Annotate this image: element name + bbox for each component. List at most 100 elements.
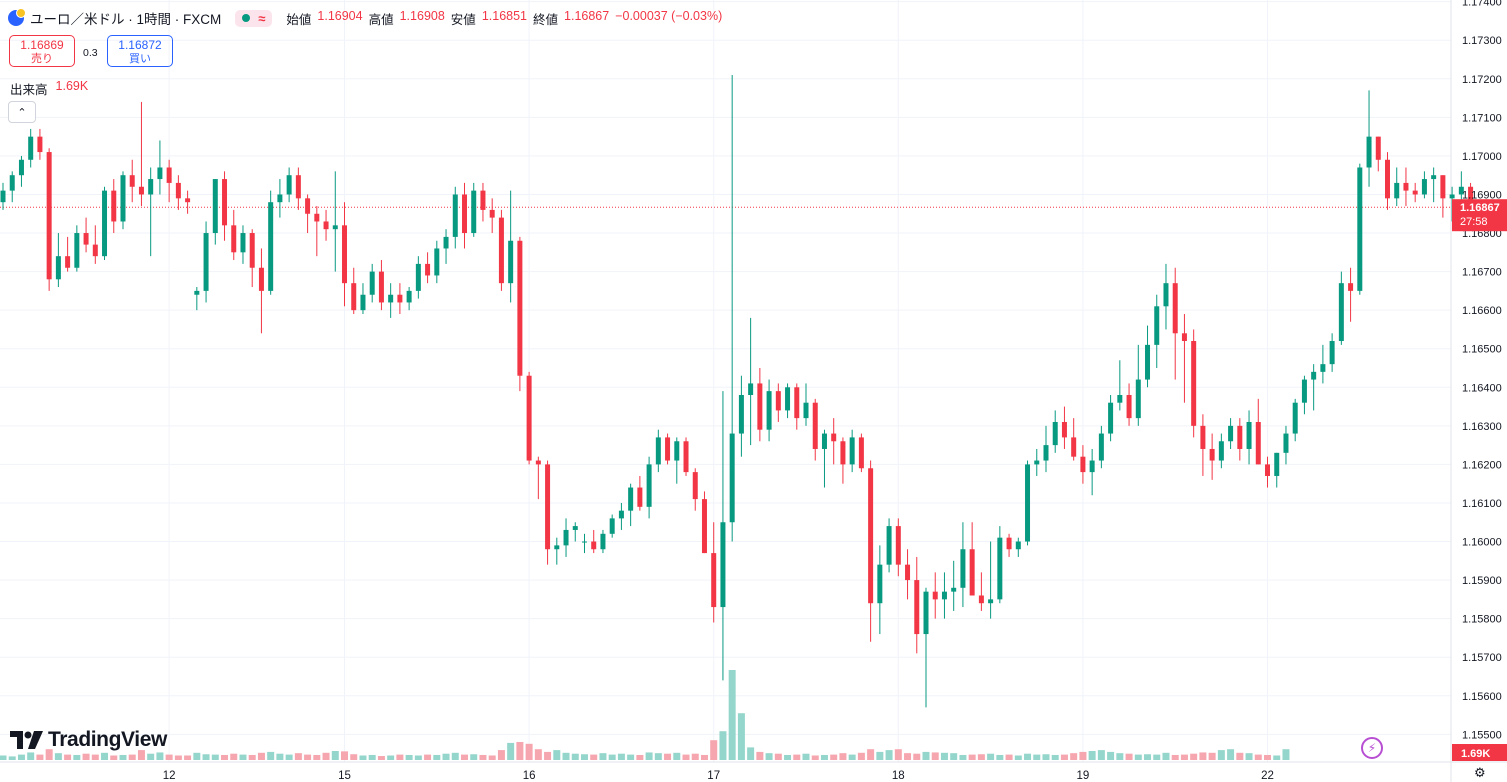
volume-bar xyxy=(1236,752,1244,760)
volume-bar xyxy=(470,754,478,760)
candle-body xyxy=(674,441,680,461)
candle xyxy=(1311,364,1317,411)
candle-body xyxy=(37,136,43,153)
volume-bar xyxy=(45,749,53,760)
candle-body xyxy=(175,182,181,199)
volume-bar xyxy=(1125,753,1133,760)
candle-body xyxy=(28,136,34,160)
tradingview-logo[interactable]: TradingView xyxy=(10,728,167,752)
candle xyxy=(665,433,671,465)
volume-bar xyxy=(820,754,828,760)
candle xyxy=(1015,537,1021,557)
candle-body xyxy=(194,290,200,295)
symbol-legend: ユーロ／米ドル · 1時間 · FXCM ≈ 始値 1.16904 高値 1.169… xyxy=(8,8,722,28)
volume-bar xyxy=(959,754,967,760)
candle-body xyxy=(9,175,15,191)
candle-body xyxy=(166,167,172,183)
volume-bar xyxy=(710,740,718,760)
volume-bar xyxy=(608,754,616,760)
volume-bar xyxy=(387,755,395,760)
buy-button[interactable]: 1.16872 買い xyxy=(107,35,173,67)
candle xyxy=(28,128,34,168)
candle xyxy=(1200,414,1206,476)
candle-body xyxy=(637,487,643,507)
volume-bar xyxy=(165,754,173,760)
candle xyxy=(877,545,883,635)
volume-bar xyxy=(1199,752,1207,760)
candle xyxy=(941,572,947,619)
candle xyxy=(1117,360,1123,411)
y-tick-label: 1.17300 xyxy=(1462,35,1502,47)
candle-body xyxy=(1154,306,1160,345)
y-tick-label: 1.16200 xyxy=(1462,459,1502,471)
volume-bar xyxy=(562,752,570,760)
lightning-icon[interactable]: ⚡ xyxy=(1361,737,1383,759)
collapse-legend-button[interactable]: ⌃ xyxy=(8,101,36,123)
candle xyxy=(138,101,144,207)
candle xyxy=(1357,163,1363,295)
market-status[interactable]: ≈ xyxy=(235,9,273,27)
candle xyxy=(545,460,551,565)
volume-bar xyxy=(331,751,339,760)
volume-bar xyxy=(747,747,755,760)
y-tick-label: 1.17400 xyxy=(1462,0,1502,9)
volume-bars xyxy=(0,670,1290,760)
volume-bar xyxy=(1254,754,1262,760)
volume-bar xyxy=(507,742,515,760)
candle-body xyxy=(129,175,135,187)
volume-tag-value: 1.69K xyxy=(1461,748,1490,760)
candle xyxy=(1246,410,1252,465)
candle-body xyxy=(83,233,89,245)
symbol-title[interactable]: ユーロ／米ドル · 1時間 · FXCM xyxy=(30,12,222,27)
low-value: 1.16851 xyxy=(481,8,527,23)
candle-body xyxy=(1135,379,1141,419)
candle-body xyxy=(388,294,394,303)
candle-body xyxy=(988,599,994,604)
volume-bar xyxy=(645,752,653,760)
candle xyxy=(720,391,726,681)
candle-body xyxy=(785,387,791,411)
volume-bar xyxy=(922,751,930,760)
candle xyxy=(388,283,394,318)
volume-bar xyxy=(1227,749,1235,760)
candle xyxy=(812,398,818,461)
x-tick-label: 22 xyxy=(1261,770,1274,782)
candle-body xyxy=(323,221,329,230)
volume-bar xyxy=(719,731,727,760)
candle-body xyxy=(1043,445,1049,461)
volume-bar xyxy=(91,754,99,760)
candle xyxy=(600,529,606,554)
candle-body xyxy=(1449,194,1455,199)
volume-bar xyxy=(931,752,939,760)
candle xyxy=(674,437,680,484)
candle xyxy=(618,502,624,530)
volume-bar xyxy=(433,754,441,760)
tradingview-logo-text: TradingView xyxy=(48,728,167,751)
sell-button[interactable]: 1.16869 売り xyxy=(9,35,75,67)
volume-value: 1.69K xyxy=(55,79,89,93)
y-tick-label: 1.16300 xyxy=(1462,421,1502,433)
candle-body xyxy=(1458,186,1464,195)
candle xyxy=(1191,329,1197,438)
candle-body xyxy=(295,175,301,199)
candle-body xyxy=(1283,433,1289,453)
volume-bar xyxy=(184,755,192,760)
candle-body xyxy=(1394,182,1400,199)
candle-body xyxy=(821,433,827,449)
candle xyxy=(295,167,301,210)
volume-tag-bg xyxy=(1452,744,1507,761)
candle xyxy=(591,529,597,554)
candle xyxy=(609,514,615,538)
candle-body xyxy=(434,248,440,276)
candle xyxy=(655,429,661,473)
candle-body xyxy=(831,433,837,442)
settings-gear-icon[interactable]: ⚙ xyxy=(1474,765,1486,780)
candle-body xyxy=(111,190,117,222)
volume-bar xyxy=(1190,753,1198,760)
volume-bar xyxy=(544,751,552,760)
volume-bar xyxy=(1079,751,1087,760)
volume-bar xyxy=(728,670,736,760)
candle-body xyxy=(332,225,338,230)
candle-body xyxy=(1209,448,1215,461)
